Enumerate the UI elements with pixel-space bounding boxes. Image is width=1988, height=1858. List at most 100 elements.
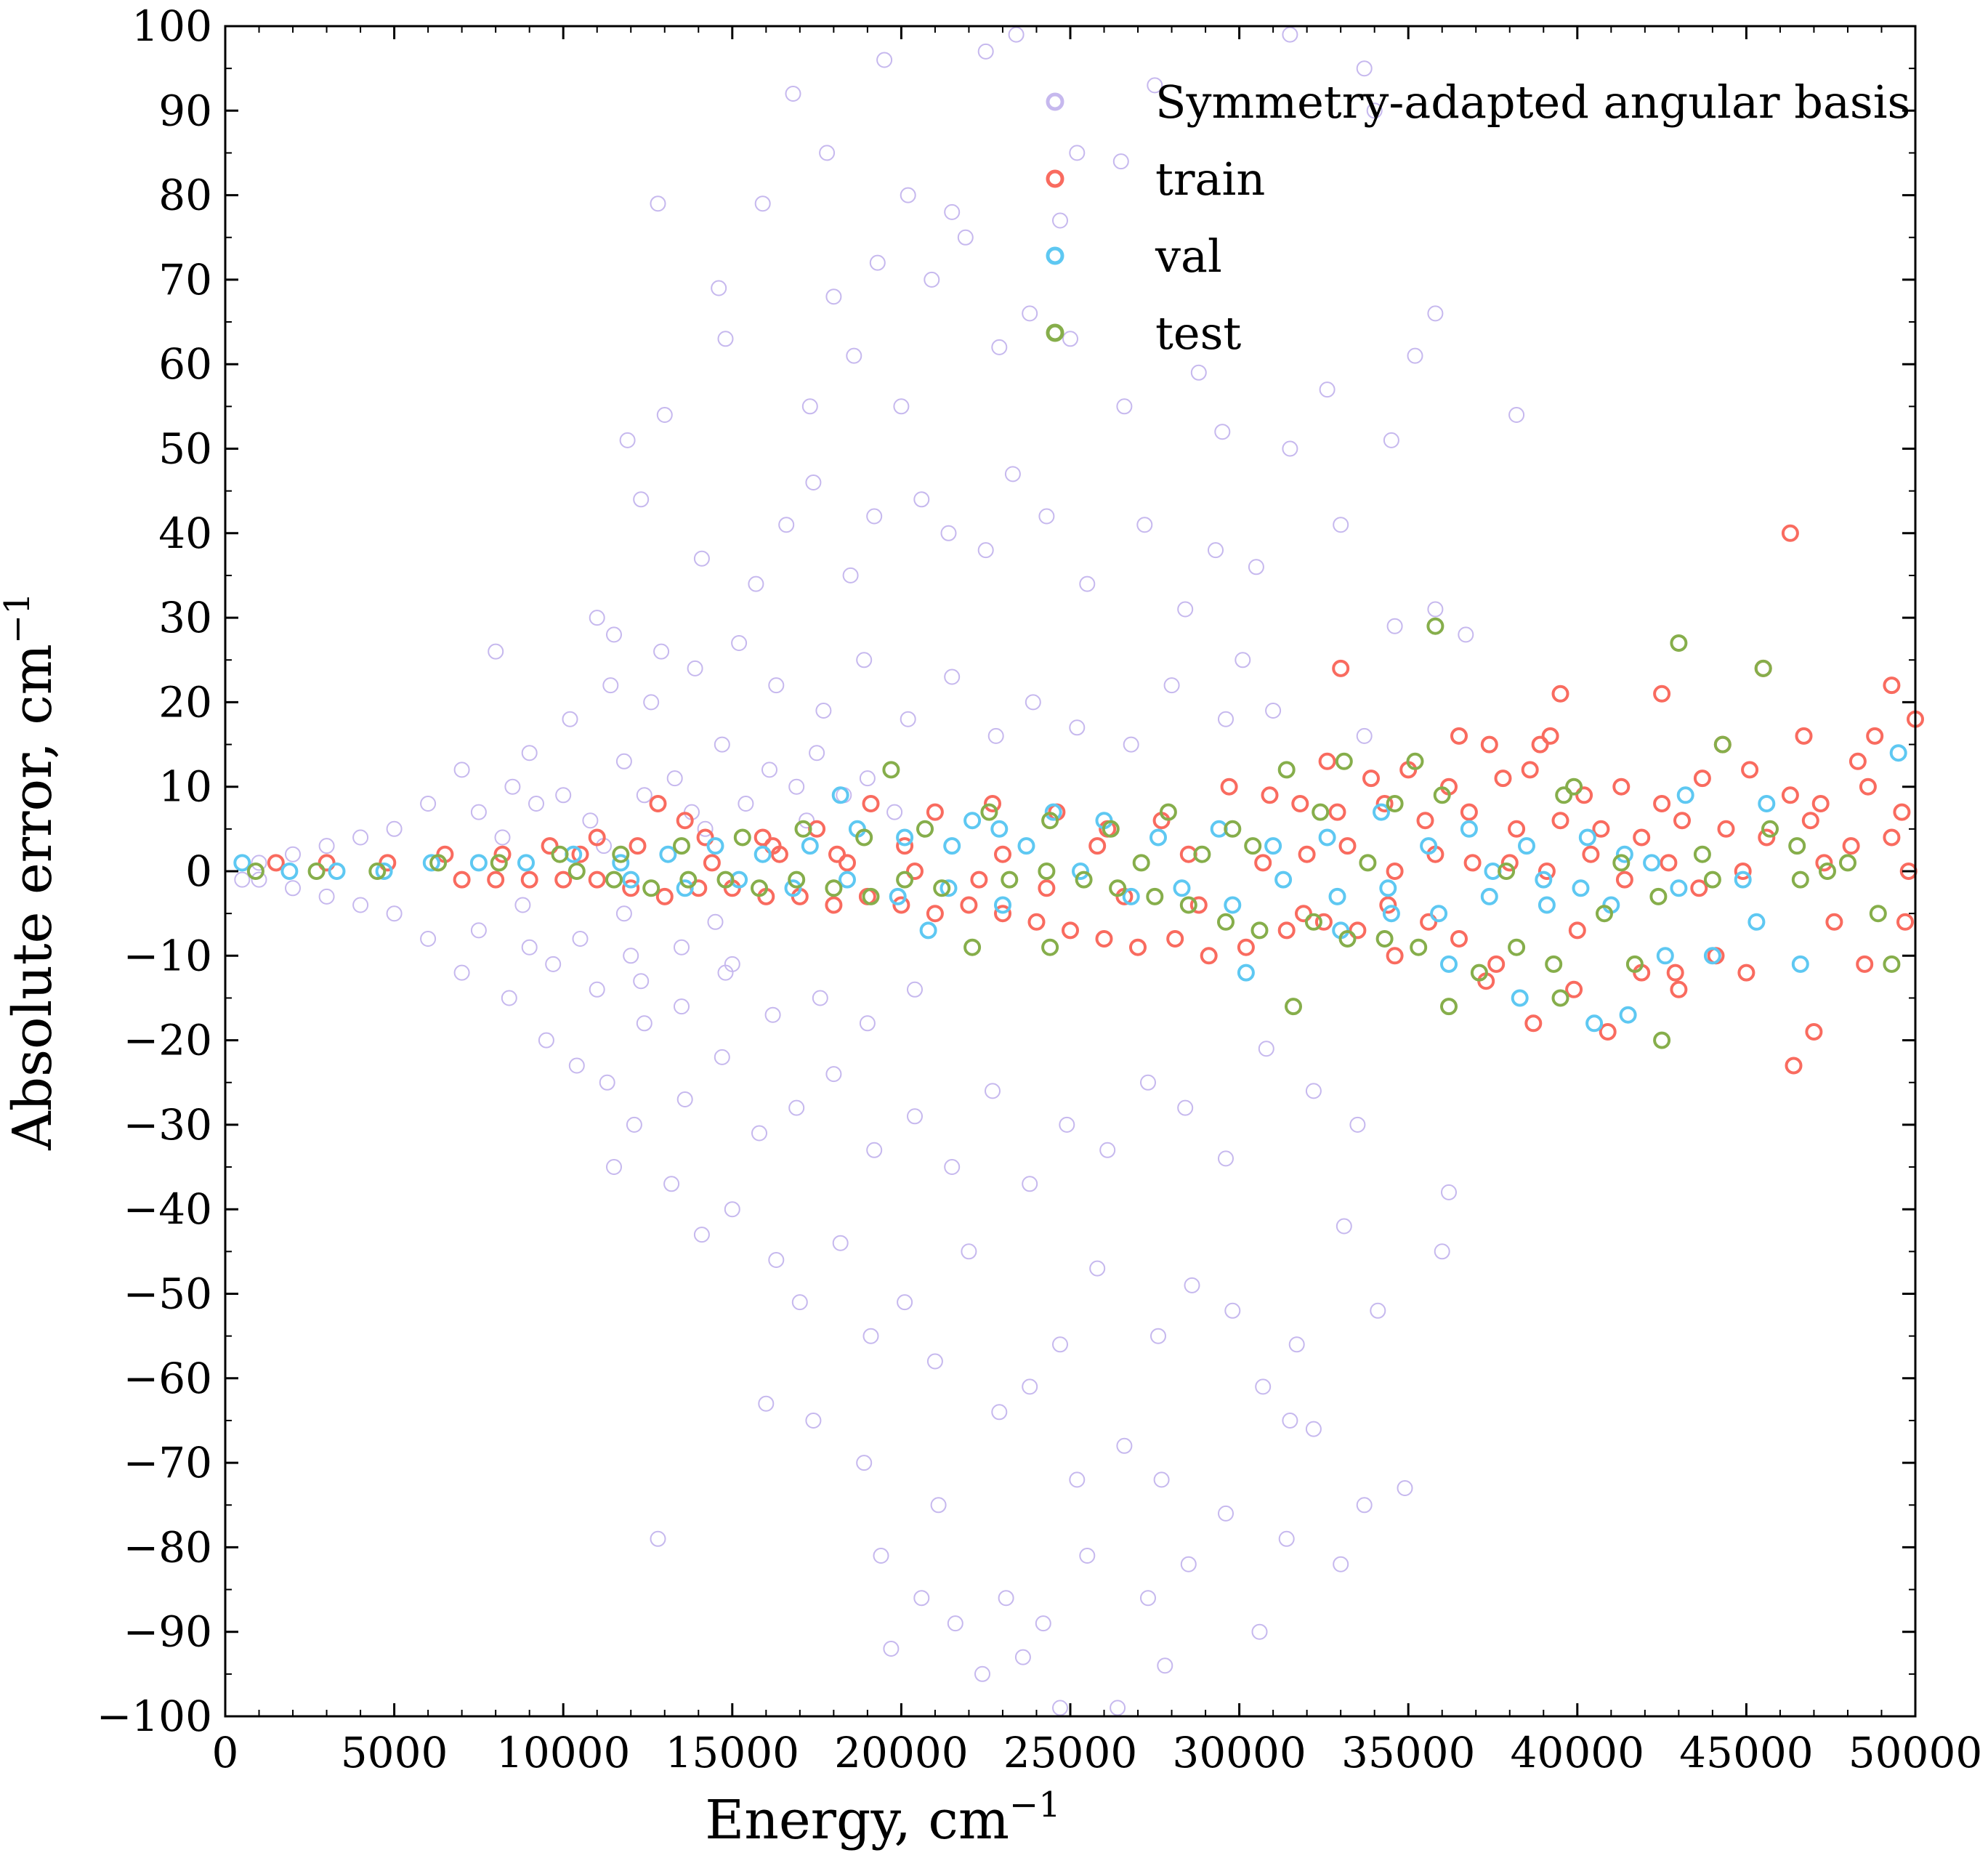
point-0-202	[352, 897, 369, 913]
point-1-34	[1375, 795, 1394, 812]
point-0-66	[562, 711, 578, 727]
point-0-81	[1218, 711, 1234, 727]
point-1-5	[1883, 676, 1901, 695]
point-1-122	[1500, 854, 1519, 872]
point-1-36	[1460, 803, 1478, 821]
point-3-66	[605, 871, 623, 889]
point-3-61	[788, 871, 806, 889]
point-2-0	[1889, 744, 1907, 762]
point-0-178	[1177, 1099, 1194, 1116]
point-3-44	[1375, 930, 1394, 948]
point-0-153	[1116, 1437, 1133, 1454]
point-2-32	[1044, 803, 1062, 821]
point-1-24	[1693, 770, 1711, 788]
point-1-128	[571, 845, 589, 863]
point-0-86	[555, 787, 572, 804]
point-0-7	[1147, 77, 1163, 94]
point-3-24	[551, 845, 569, 863]
point-2-63	[1535, 871, 1553, 889]
point-3-26	[429, 854, 448, 872]
point-0-158	[1288, 1336, 1305, 1353]
point-1-30	[1220, 777, 1238, 796]
point-3-29	[246, 863, 264, 880]
point-0-8	[1282, 26, 1298, 43]
point-0-119	[947, 1615, 963, 1632]
point-0-205	[251, 871, 267, 888]
point-1-7	[1450, 727, 1468, 745]
point-2-60	[1379, 879, 1397, 897]
point-3-31	[1788, 837, 1806, 855]
legend-item-0: Symmetry-adapted angular basis	[1046, 76, 1910, 129]
point-0-156	[1224, 1302, 1241, 1319]
point-0-144	[832, 1235, 849, 1251]
point-1-124	[1660, 854, 1678, 872]
point-1-20	[1521, 761, 1539, 779]
point-1-37	[1508, 820, 1526, 838]
x-tick-label-6: 30000	[1172, 1728, 1306, 1777]
point-0-184	[501, 990, 517, 1006]
y-axis-label-superscript: −1	[0, 592, 38, 644]
point-0-174	[1022, 1176, 1038, 1192]
point-0-142	[768, 1252, 785, 1268]
x-tick-label-3: 15000	[666, 1728, 800, 1777]
point-2-40	[659, 845, 677, 863]
point-3-47	[1285, 998, 1302, 1016]
point-1-1	[1332, 659, 1350, 677]
point-0-63	[1235, 652, 1251, 669]
point-0-188	[674, 998, 690, 1015]
point-0-73	[856, 652, 873, 669]
point-3-76	[1498, 863, 1516, 880]
series-0	[234, 26, 1525, 1716]
point-1-19	[1494, 770, 1512, 788]
point-1-143	[1690, 879, 1708, 897]
point-3-48	[1250, 921, 1269, 940]
point-2-34	[943, 837, 961, 855]
point-0-107	[251, 855, 267, 871]
point-1-77	[1349, 921, 1367, 940]
point-2-56	[1173, 879, 1191, 897]
point-1-25	[1741, 761, 1759, 779]
point-3-8	[1565, 777, 1583, 796]
point-0-187	[633, 973, 650, 990]
point-1-32	[1291, 795, 1309, 812]
point-1-42	[1717, 820, 1735, 838]
point-0-176	[1099, 1142, 1116, 1158]
point-0-21	[754, 195, 771, 212]
point-1-28	[1859, 777, 1877, 796]
point-1-38	[1551, 812, 1569, 830]
point-2-52	[963, 812, 982, 830]
x-tick-label-1: 5000	[341, 1728, 448, 1777]
point-3-70	[1625, 955, 1644, 973]
point-0-196	[521, 939, 538, 956]
point-1-87	[994, 905, 1011, 923]
point-0-103	[386, 820, 403, 837]
point-1-101	[520, 871, 538, 889]
point-0-32	[1190, 364, 1207, 381]
point-1-58	[541, 837, 559, 855]
point-0-132	[1180, 1556, 1197, 1572]
axis-tick-labels: 0 5000 10000 15000 20000 25000 30000 35000 40000…	[97, 1, 1983, 1777]
point-0-6	[1008, 26, 1025, 43]
y-tick-label-11: 10	[158, 762, 212, 812]
point-0-61	[1427, 601, 1444, 618]
point-3-19	[855, 828, 873, 847]
point-0-171	[907, 1108, 923, 1125]
point-1-102	[487, 871, 505, 889]
point-1-75	[1420, 913, 1438, 931]
point-1-92	[825, 896, 843, 914]
point-1-63	[267, 854, 285, 872]
point-0-211	[1282, 1413, 1298, 1429]
legend-label-1: train	[1155, 153, 1265, 206]
point-1-138	[1298, 845, 1316, 863]
point-0-185	[545, 956, 562, 972]
point-2-64	[622, 871, 640, 889]
x-tick-label-7: 35000	[1341, 1728, 1476, 1777]
point-0-95	[528, 796, 544, 812]
point-3-30	[1761, 820, 1779, 838]
point-1-0	[1781, 524, 1799, 542]
point-2-24	[1460, 820, 1478, 838]
point-0-111	[697, 820, 714, 837]
point-0-51	[977, 542, 994, 559]
point-0-137	[606, 1159, 622, 1175]
point-0-15	[1052, 212, 1068, 229]
